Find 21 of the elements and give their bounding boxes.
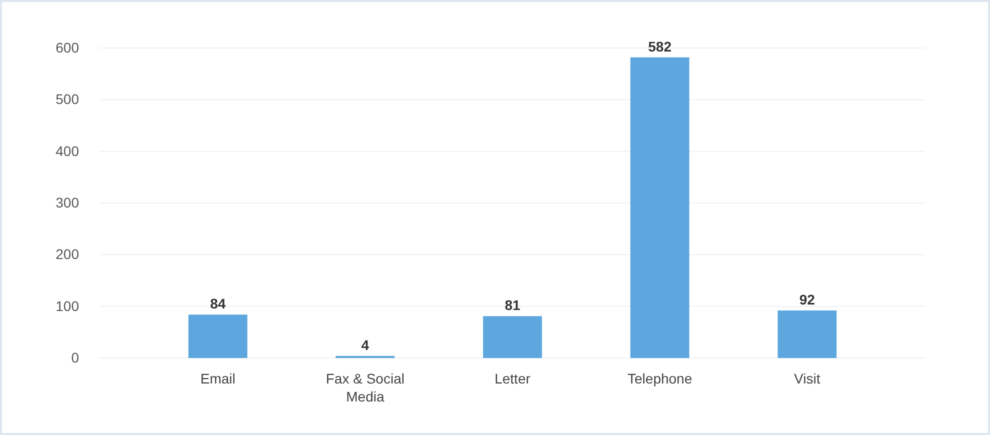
data-label: 4 [361, 336, 370, 353]
y-tick-label: 400 [56, 142, 80, 159]
bar [188, 314, 248, 358]
bar [483, 316, 542, 358]
y-tick-label: 300 [56, 194, 80, 210]
data-label: 582 [648, 38, 672, 54]
x-tick-label: Email [200, 370, 236, 386]
y-tick-label: 500 [56, 91, 80, 108]
data-label: 92 [799, 291, 816, 308]
x-tick-label: Fax & Social Media [326, 370, 404, 405]
x-tick-label: Letter [494, 370, 531, 386]
y-tick-label: 100 [56, 298, 80, 314]
bar [778, 310, 837, 358]
x-tick-label: Visit [794, 370, 820, 386]
y-tick-label: 600 [56, 39, 80, 56]
x-tick-label: Telephone [628, 370, 692, 386]
y-tick-label: 0 [71, 349, 80, 366]
data-label: 81 [504, 297, 520, 314]
bar [630, 57, 690, 358]
y-tick-label: 200 [56, 246, 80, 262]
data-label: 84 [210, 296, 226, 312]
